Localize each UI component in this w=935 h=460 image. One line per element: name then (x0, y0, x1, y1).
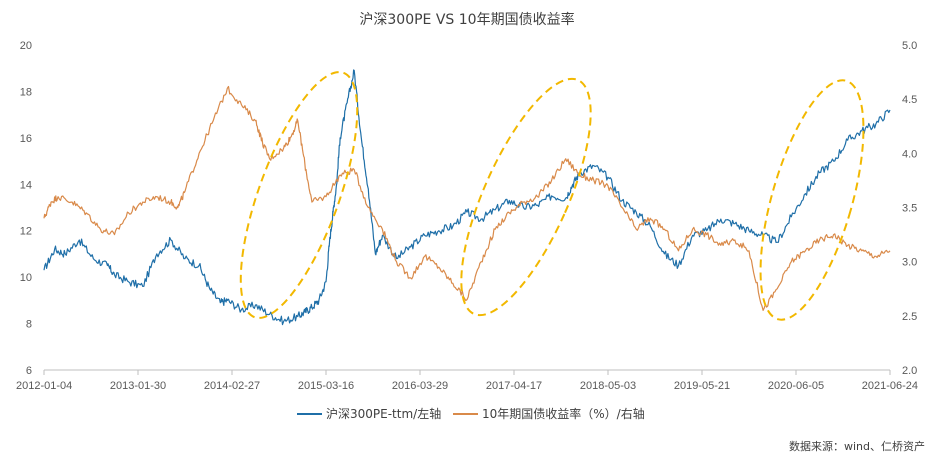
data-source: 数据来源：wind、仁桥资产 (789, 439, 925, 453)
y-right-tick-label: 2.5 (902, 311, 917, 323)
legend: 沪深300PE-ttm/左轴 10年期国债收益率（%）/右轴 (297, 406, 645, 421)
y-right-tick-label: 4.0 (902, 148, 917, 160)
y-left-tick-label: 18 (20, 86, 32, 98)
y-right-tick-label: 4.5 (902, 94, 917, 106)
chart-title: 沪深300PE VS 10年期国债收益率 (359, 11, 574, 28)
y-left-tick-label: 10 (20, 272, 32, 284)
y-right-tick-label: 3.0 (902, 257, 917, 269)
series-line-pe (43, 69, 891, 326)
x-tick-label: 2020-06-05 (768, 380, 824, 392)
annotation-ellipses (239, 71, 865, 321)
y-left-tick-label: 20 (20, 40, 32, 52)
x-tick-label: 2014-02-27 (204, 380, 260, 392)
legend-label-pe: 沪深300PE-ttm/左轴 (326, 406, 441, 421)
x-tick-label: 2012-01-04 (16, 380, 72, 392)
x-tick-label: 2015-03-16 (298, 380, 354, 392)
y-left-tick-label: 16 (20, 133, 32, 145)
x-tick-label: 2019-05-21 (674, 380, 730, 392)
y-right-tick-label: 3.5 (902, 203, 917, 215)
y-right-tick-label: 2.0 (902, 365, 917, 377)
y-left-tick-label: 14 (20, 179, 32, 191)
y-left-tick-label: 12 (20, 226, 32, 238)
x-tick-label: 2017-04-17 (486, 380, 542, 392)
y-right-tick-label: 5.0 (902, 40, 917, 52)
annotation-ellipse-2017 (460, 77, 592, 317)
x-tick-label: 2016-03-29 (392, 380, 448, 392)
legend-label-yield: 10年期国债收益率（%）/右轴 (482, 406, 645, 421)
x-tick-label: 2018-05-03 (580, 380, 636, 392)
x-tick-label: 2021-06-24 (862, 380, 918, 392)
x-tick-label: 2013-01-30 (110, 380, 166, 392)
annotation-ellipse-2020 (759, 79, 865, 321)
y-left-tick-label: 8 (26, 319, 32, 331)
y-left-tick-label: 6 (26, 365, 32, 377)
series-line-yield (43, 85, 891, 311)
annotation-ellipse-2015 (239, 71, 359, 319)
